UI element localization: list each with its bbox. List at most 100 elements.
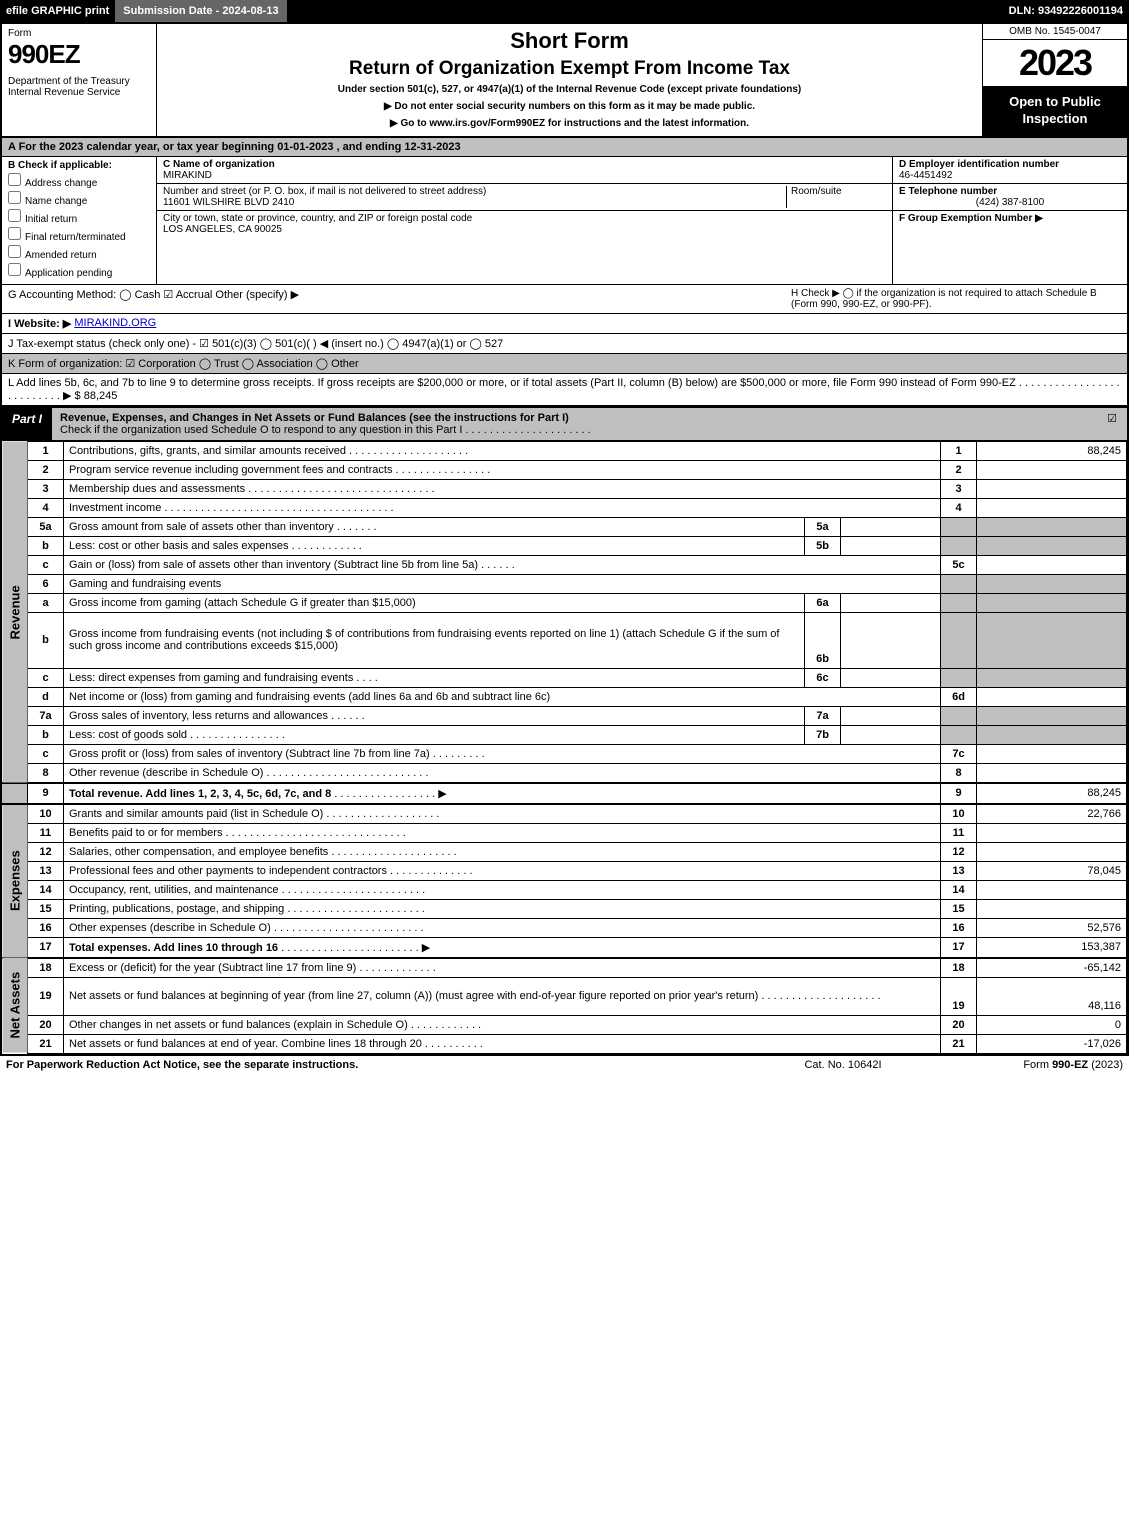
h-schedule-b: H Check ▶ ◯ if the organization is not r…	[791, 288, 1121, 310]
l9-num: 9	[28, 783, 64, 804]
l5c-nc: 5c	[941, 555, 977, 574]
part-1-tab: Part I	[2, 408, 52, 440]
l6b-sub: 6b	[805, 612, 841, 668]
l7b-num: b	[28, 725, 64, 744]
d-ein-row: D Employer identification number 46-4451…	[893, 157, 1127, 184]
tax-year: 2023	[983, 40, 1127, 86]
part-1-sub: Check if the organization used Schedule …	[60, 424, 462, 436]
l3-desc: Membership dues and assessments . . . . …	[64, 479, 941, 498]
l11-nc: 11	[941, 823, 977, 842]
l5b-subval	[841, 536, 941, 555]
check-amended[interactable]: Amended return	[8, 245, 150, 261]
l16-num: 16	[28, 918, 64, 937]
g-accounting: G Accounting Method: ◯ Cash ☑ Accrual Ot…	[8, 288, 791, 310]
l9-val: 88,245	[977, 783, 1127, 804]
l6a-sub: 6a	[805, 593, 841, 612]
l7a-sub: 7a	[805, 706, 841, 725]
c-name-row: C Name of organization MIRAKIND	[157, 157, 892, 184]
b-label: B Check if applicable:	[8, 160, 150, 171]
l6b-nc	[941, 612, 977, 668]
l19-desc: Net assets or fund balances at beginning…	[64, 977, 941, 1015]
row-k: K Form of organization: ☑ Corporation ◯ …	[2, 354, 1127, 374]
l6a-subval	[841, 593, 941, 612]
l10-nc: 10	[941, 804, 977, 824]
form-ref: Form 990-EZ (2023)	[943, 1059, 1123, 1071]
l20-desc: Other changes in net assets or fund bala…	[64, 1015, 941, 1034]
top-bar: efile GRAPHIC print Submission Date - 20…	[0, 0, 1129, 22]
netassets-side: Net Assets	[2, 958, 28, 1054]
l14-val	[977, 880, 1127, 899]
l10-num: 10	[28, 804, 64, 824]
l8-desc: Other revenue (describe in Schedule O) .…	[64, 763, 941, 783]
check-name-change[interactable]: Name change	[8, 191, 150, 207]
l1-num: 1	[28, 441, 64, 460]
i-label: I Website: ▶	[8, 317, 71, 330]
l17-val: 153,387	[977, 937, 1127, 958]
expenses-side: Expenses	[2, 804, 28, 958]
l17-desc: Total expenses. Add lines 10 through 16 …	[64, 937, 941, 958]
part-1-checkbox[interactable]: ☑	[1097, 408, 1127, 440]
ein-label: D Employer identification number	[899, 159, 1059, 170]
l7a-num: 7a	[28, 706, 64, 725]
row-a-tax-year: A For the 2023 calendar year, or tax yea…	[2, 138, 1127, 157]
l12-desc: Salaries, other compensation, and employ…	[64, 842, 941, 861]
checkbox-pending[interactable]	[8, 263, 21, 276]
form-header: Form 990EZ Department of the Treasury In…	[2, 24, 1127, 138]
l5c-val	[977, 555, 1127, 574]
submission-date: Submission Date - 2024-08-13	[115, 0, 286, 22]
checkbox-name[interactable]	[8, 191, 21, 204]
l6c-sub: 6c	[805, 668, 841, 687]
efile-label[interactable]: efile GRAPHIC print	[0, 0, 115, 22]
check-application-pending[interactable]: Application pending	[8, 263, 150, 279]
l2-desc: Program service revenue including govern…	[64, 460, 941, 479]
return-title: Return of Organization Exempt From Incom…	[165, 58, 974, 80]
l6c-num: c	[28, 668, 64, 687]
instructions-link[interactable]: ▶ Go to www.irs.gov/Form990EZ for instru…	[165, 118, 974, 129]
l19-val: 48,116	[977, 977, 1127, 1015]
l4-desc: Investment income . . . . . . . . . . . …	[64, 498, 941, 517]
check-final-return[interactable]: Final return/terminated	[8, 227, 150, 243]
part-1-header: Part I Revenue, Expenses, and Changes in…	[2, 406, 1127, 441]
l6b-num: b	[28, 612, 64, 668]
l6d-num: d	[28, 687, 64, 706]
c-city-row: City or town, state or province, country…	[157, 211, 892, 237]
part-1-title: Revenue, Expenses, and Changes in Net As…	[52, 408, 1097, 440]
l11-num: 11	[28, 823, 64, 842]
col-d: D Employer identification number 46-4451…	[892, 157, 1127, 284]
dln-label: DLN: 93492226001194	[1003, 0, 1129, 22]
c-city-label: City or town, state or province, country…	[163, 213, 472, 224]
l6d-desc: Net income or (loss) from gaming and fun…	[64, 687, 941, 706]
form-number: 990EZ	[8, 39, 150, 70]
l7a-nc	[941, 706, 977, 725]
checkbox-amended[interactable]	[8, 245, 21, 258]
header-left: Form 990EZ Department of the Treasury In…	[2, 24, 157, 136]
l3-val	[977, 479, 1127, 498]
l13-desc: Professional fees and other payments to …	[64, 861, 941, 880]
ein-value: 46-4451492	[899, 170, 952, 181]
l4-num: 4	[28, 498, 64, 517]
l7b-subval	[841, 725, 941, 744]
ssn-warning: ▶ Do not enter social security numbers o…	[165, 101, 974, 112]
l12-num: 12	[28, 842, 64, 861]
cat-no: Cat. No. 10642I	[743, 1059, 943, 1071]
l4-val	[977, 498, 1127, 517]
check-initial-return[interactable]: Initial return	[8, 209, 150, 225]
l18-num: 18	[28, 958, 64, 978]
l17-nc: 17	[941, 937, 977, 958]
org-street: 11601 WILSHIRE BLVD 2410	[163, 197, 294, 208]
l8-nc: 8	[941, 763, 977, 783]
l1-val: 88,245	[977, 441, 1127, 460]
l21-nc: 21	[941, 1034, 977, 1053]
l20-val: 0	[977, 1015, 1127, 1034]
checkbox-initial[interactable]	[8, 209, 21, 222]
tel-value: (424) 387-8100	[899, 197, 1121, 208]
l5a-nc	[941, 517, 977, 536]
l1-nc: 1	[941, 441, 977, 460]
org-city: LOS ANGELES, CA 90025	[163, 224, 282, 235]
l5a-val	[977, 517, 1127, 536]
checkbox-address[interactable]	[8, 173, 21, 186]
check-address-change[interactable]: Address change	[8, 173, 150, 189]
checkbox-final[interactable]	[8, 227, 21, 240]
website-link[interactable]: MIRAKIND.ORG	[74, 317, 156, 330]
l5b-nc	[941, 536, 977, 555]
